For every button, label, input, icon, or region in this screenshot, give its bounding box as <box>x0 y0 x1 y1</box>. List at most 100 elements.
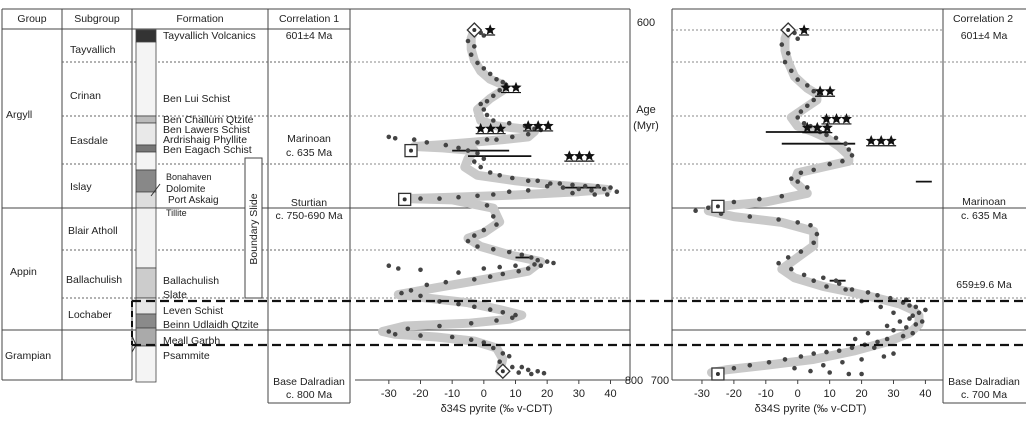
data-point <box>544 183 550 189</box>
data-point <box>827 370 832 375</box>
data-point <box>551 260 556 266</box>
star-icon <box>542 120 554 131</box>
data-point <box>535 178 540 184</box>
corr1-base-age: c. 800 Ma <box>286 389 332 401</box>
data-point <box>570 182 575 188</box>
square-marker-dot <box>409 148 413 153</box>
group-argyll: Argyll <box>6 109 32 121</box>
data-point <box>824 349 829 355</box>
data-point <box>475 151 480 156</box>
data-point <box>798 109 804 114</box>
data-point <box>519 364 525 370</box>
data-point <box>437 196 442 201</box>
data-point <box>808 223 813 228</box>
data-point <box>907 303 912 308</box>
data-point <box>437 323 442 329</box>
data-point <box>836 348 842 354</box>
data-point <box>475 193 480 199</box>
data-point <box>468 337 474 343</box>
square-marker-dot <box>715 372 720 376</box>
data-point <box>833 278 839 284</box>
x-tick-label: -30 <box>694 388 710 400</box>
data-point <box>418 196 423 201</box>
star-icon <box>484 24 496 35</box>
data-point <box>472 233 477 238</box>
data-point <box>916 310 922 316</box>
x-tick-label: -20 <box>413 388 429 400</box>
data-point <box>824 284 829 289</box>
strat-column <box>135 29 157 383</box>
data-point <box>497 173 503 178</box>
data-point <box>411 137 417 142</box>
data-point <box>865 290 871 295</box>
corr1-base: Base Dalradian <box>273 376 345 388</box>
data-point <box>891 351 896 356</box>
x-tick-label: 0 <box>795 388 801 400</box>
data-point <box>792 365 797 371</box>
data-point <box>491 214 496 219</box>
data-point <box>795 220 800 225</box>
age-bottom-left: 800 <box>625 375 643 387</box>
data-point <box>510 175 515 181</box>
data-point <box>811 351 816 356</box>
data-point <box>500 271 506 277</box>
data-point <box>386 263 392 269</box>
data-point <box>491 247 496 252</box>
data-point <box>475 60 480 66</box>
data-point <box>693 208 698 213</box>
formation-ben-lui: Ben Lui Schist <box>163 93 230 105</box>
formation-dolomite: Dolomite <box>166 184 206 195</box>
subgroup-tayvallich: Tayvallich <box>70 44 116 56</box>
star-icon <box>814 85 826 96</box>
data-point <box>513 312 518 318</box>
star-icon <box>510 81 522 93</box>
data-point <box>487 170 493 175</box>
stratigraphy-table <box>1 8 351 404</box>
star-icon <box>798 24 810 35</box>
corr2-601: 601±4 Ma <box>961 30 1008 42</box>
corr2-base: Base Dalradian <box>948 376 1020 388</box>
corr1-601: 601±4 Ma <box>286 30 333 42</box>
data-point <box>805 185 810 190</box>
data-point <box>731 199 737 205</box>
data-point <box>859 357 864 362</box>
data-point <box>814 231 820 237</box>
star-icon <box>865 135 877 146</box>
data-point <box>923 307 928 313</box>
star-icon <box>573 150 585 161</box>
data-point <box>510 315 515 321</box>
data-point <box>795 179 800 184</box>
data-point <box>525 178 531 184</box>
subgroup-crinan: Crinan <box>70 90 101 102</box>
data-point <box>484 137 490 142</box>
data-point <box>891 310 896 316</box>
data-point <box>798 170 804 176</box>
star-icon <box>583 150 595 161</box>
data-point <box>506 249 512 255</box>
data-point <box>449 334 455 340</box>
data-point <box>779 42 785 47</box>
data-point <box>605 192 610 197</box>
data-point <box>557 181 563 186</box>
star-icon <box>522 120 534 131</box>
formation-ben-lawers: Ben Lawers Schist <box>163 124 250 136</box>
data-point <box>776 217 781 222</box>
data-point <box>405 326 411 332</box>
star-icon <box>495 122 507 134</box>
data-point <box>849 153 855 158</box>
data-point <box>532 262 537 267</box>
data-point <box>766 360 772 365</box>
data-point <box>386 134 392 140</box>
formation-ben-eagach: Ben Eagach Schist <box>163 144 252 156</box>
star-icon <box>801 121 813 133</box>
data-point <box>544 259 550 264</box>
star-icon <box>821 121 833 133</box>
data-point <box>516 268 521 274</box>
trend-band <box>703 25 924 377</box>
data-point <box>795 115 800 120</box>
data-point <box>519 252 525 258</box>
data-point <box>560 185 566 190</box>
data-point <box>808 368 813 374</box>
subgroup-ballachulish: Ballachulish <box>66 274 122 286</box>
